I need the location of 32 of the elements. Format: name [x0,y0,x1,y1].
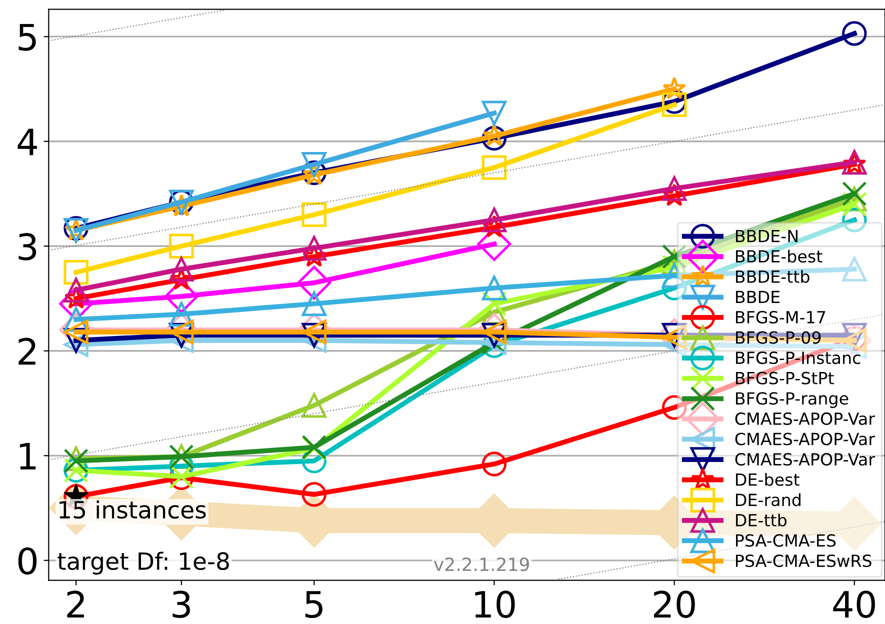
annotation: target Df: 1e-8 [58,552,229,575]
y-tick-label: 2 [18,338,36,365]
legend-label: PSA-CMA-ES [736,534,836,547]
x-tick-label: 5 [305,591,322,618]
legend-label: DE-ttb [736,514,786,526]
x-tick-label: 10 [475,590,515,618]
legend-label: DE-best [736,473,800,486]
x-tick-label: 2 [67,590,84,618]
legend-label: CMAES-APOP-Var [735,453,875,466]
legend-label: BFGS-P-Instanc [736,352,860,364]
legend-label: BFGS-P-09 [736,331,821,344]
y-tick-label: 5 [18,24,36,51]
legend-label: CMAES-APOP-Var [735,412,875,426]
legend-label: BBDE [736,290,780,303]
x-tick-label: 3 [172,590,190,618]
legend-label: BFGS-P-StPt [736,372,834,384]
legend-label: PSA-CMA-ESwRS [736,554,872,568]
legend-label: DE-rand [736,493,800,506]
legend-label: BBDE-N [736,230,798,242]
legend-label: BFGS-P-range [736,392,848,408]
legend-label: BFGS-M-17 [736,310,826,324]
y-tick-label: 4 [18,128,37,156]
annotation: 15 instances [60,500,206,519]
x-tick-label: 20 [654,590,695,618]
annotation: v2.2.1.219 [434,557,529,572]
y-tick-label: 1 [20,443,36,470]
x-tick-label: 40 [833,590,875,618]
y-tick-label: 3 [18,233,36,260]
y-tick-label: 0 [18,547,37,575]
legend-label: BBDE-ttb [736,270,810,283]
legend-label: CMAES-APOP-Var [735,432,875,446]
legend-label: BBDE-best [736,250,822,263]
